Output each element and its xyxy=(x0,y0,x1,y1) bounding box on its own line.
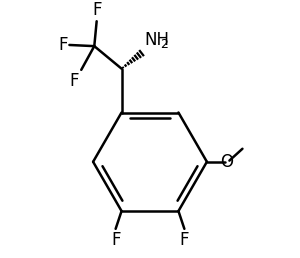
Text: F: F xyxy=(180,231,189,249)
Text: F: F xyxy=(58,36,68,54)
Text: F: F xyxy=(92,1,101,19)
Text: O: O xyxy=(220,153,233,171)
Text: 2: 2 xyxy=(160,38,168,51)
Text: F: F xyxy=(70,72,80,90)
Text: F: F xyxy=(111,231,120,249)
Text: NH: NH xyxy=(144,31,169,49)
